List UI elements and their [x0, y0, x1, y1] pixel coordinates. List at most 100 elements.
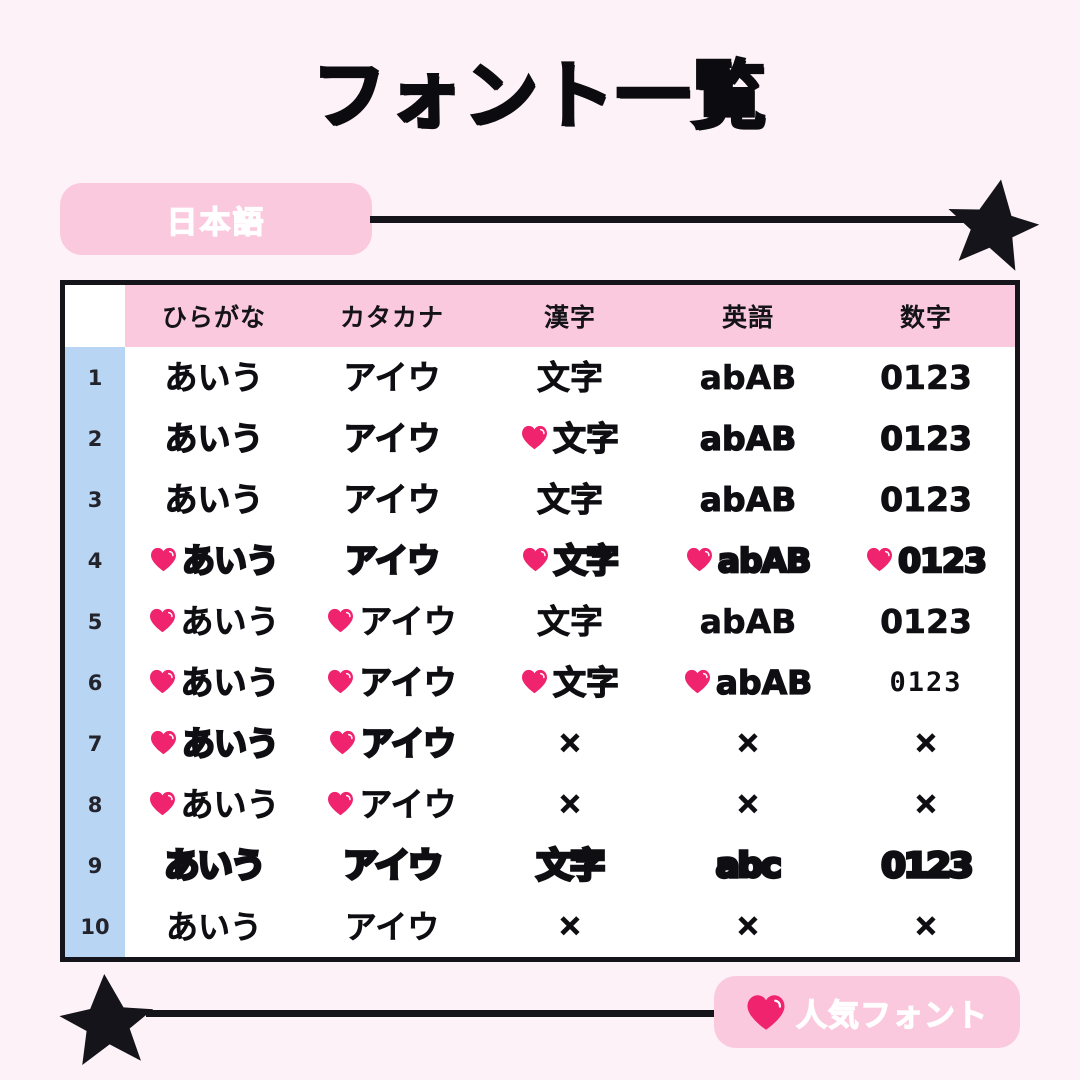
column-header-kanji: 漢字 [481, 285, 659, 347]
row-number: 9 [65, 835, 125, 896]
cell-katakana: アイウ [303, 408, 481, 469]
cell-content: あいう [125, 774, 303, 835]
heart-icon [747, 994, 785, 1030]
cell-content: アイウ [303, 713, 481, 774]
row-number: 5 [65, 591, 125, 652]
cell-label: あいう [164, 358, 264, 397]
cell-content: ✕ [837, 896, 1015, 957]
cell-content: 0123 [837, 469, 1015, 530]
cell-label: 文字 [535, 845, 607, 886]
heart-icon [328, 669, 354, 694]
cell-katakana: アイウ [303, 774, 481, 835]
cell-label: 文字 [552, 419, 619, 458]
cell-katakana: アイウ [303, 896, 481, 957]
cell-content: 文字 [481, 591, 659, 652]
cell-label: abAB [699, 480, 797, 519]
language-pill[interactable]: 日本語 [60, 183, 372, 255]
cell-content: ✕ [659, 896, 837, 957]
cell-label: 文字 [552, 663, 619, 702]
cell-numbers: 0123 [837, 347, 1015, 408]
cell-content: abAB [659, 408, 837, 469]
heart-icon [523, 547, 548, 572]
cell-content: あいう [125, 835, 303, 896]
cell-katakana: アイウ [303, 713, 481, 774]
cell-numbers: 0123 [837, 530, 1015, 591]
cell-label: アイウ [344, 541, 442, 580]
cell-label: ✕ [735, 909, 761, 943]
heart-icon [867, 547, 893, 572]
cell-english: abAB [659, 530, 837, 591]
cell-kanji: 文字 [481, 652, 659, 713]
cell-kanji: 文字 [481, 469, 659, 530]
cell-content: abAB [659, 530, 837, 591]
table-row: 1 あいう アイウ 文字 abAB 0123 [65, 347, 1015, 408]
row-number: 3 [65, 469, 125, 530]
popular-font-pill[interactable]: 人気フォント [714, 976, 1020, 1048]
cell-kanji: 文字 [481, 347, 659, 408]
table-row: 6 あいう アイウ 文字 abAB 0123 [65, 652, 1015, 713]
cell-content: アイウ [303, 347, 481, 408]
cell-label: ✕ [735, 787, 761, 821]
cell-content: あいう [125, 347, 303, 408]
heart-icon [684, 669, 710, 694]
cell-label: アイウ [359, 663, 458, 702]
cell-katakana: アイウ [303, 530, 481, 591]
popular-font-pill-label: 人気フォント [795, 997, 988, 1034]
column-header-katakana: カタカナ [303, 285, 481, 347]
cell-label: abAB [699, 358, 797, 397]
heart-icon [328, 791, 354, 816]
cell-content: 文字 [481, 652, 659, 713]
cell-content: あいう [125, 469, 303, 530]
cell-kanji: ✕ [481, 713, 659, 774]
cell-english: ✕ [659, 896, 837, 957]
cell-content: あいう [125, 713, 303, 774]
language-pill-label: 日本語 [166, 204, 266, 241]
arrow-line-icon [146, 1010, 786, 1017]
cell-hiragana: あいう [125, 896, 303, 957]
cell-content: 文字 [481, 469, 659, 530]
row-number: 1 [65, 347, 125, 408]
cell-hiragana: あいう [125, 835, 303, 896]
cell-content: アイウ [303, 896, 481, 957]
cell-kanji: 文字 [481, 835, 659, 896]
font-sample-table: ひらがな カタカナ 漢字 英語 数字 1 あいう アイウ 文字 abAB 0123 2 あいう… [60, 280, 1020, 962]
cell-numbers: ✕ [837, 896, 1015, 957]
cell-numbers: 0123 [837, 652, 1015, 713]
cell-content: アイウ [303, 835, 481, 896]
table-header: ひらがな カタカナ 漢字 英語 数字 [65, 285, 1015, 347]
heart-icon [151, 730, 176, 755]
cell-content: ✕ [659, 713, 837, 774]
cell-label: 文字 [553, 541, 621, 580]
cell-katakana: アイウ [303, 652, 481, 713]
cell-hiragana: あいう [125, 469, 303, 530]
cell-label: ✕ [913, 787, 939, 821]
heart-icon [149, 608, 175, 633]
cell-kanji: ✕ [481, 896, 659, 957]
heart-icon [328, 608, 354, 633]
heart-icon [149, 669, 175, 694]
cell-english: abAB [659, 408, 837, 469]
table-row: 4 あいう アイウ 文字 abAB 0123 [65, 530, 1015, 591]
cell-label: アイウ [359, 785, 457, 824]
cell-label: 文字 [537, 480, 604, 519]
cell-label: abAB [699, 419, 797, 458]
cell-english: abAB [659, 591, 837, 652]
cell-label: アイウ [343, 419, 442, 458]
cell-label: あいう [181, 724, 281, 763]
cell-english: ✕ [659, 713, 837, 774]
cell-label: アイウ [360, 724, 458, 763]
cell-english: abAB [659, 347, 837, 408]
cell-content: ✕ [659, 774, 837, 835]
cell-english: abAB [659, 652, 837, 713]
cell-numbers: ✕ [837, 713, 1015, 774]
cell-content: 0123 [837, 347, 1015, 408]
cell-label: 0123 [880, 602, 972, 641]
cell-label: 文字 [537, 358, 604, 397]
cell-kanji: 文字 [481, 408, 659, 469]
row-number: 4 [65, 530, 125, 591]
cell-label: 0123 [879, 419, 972, 458]
table-row: 2 あいう アイウ 文字 abAB 0123 [65, 408, 1015, 469]
star-icon [948, 179, 1040, 271]
cell-label: あいう [180, 602, 280, 641]
cell-label: 0123 [897, 541, 988, 580]
